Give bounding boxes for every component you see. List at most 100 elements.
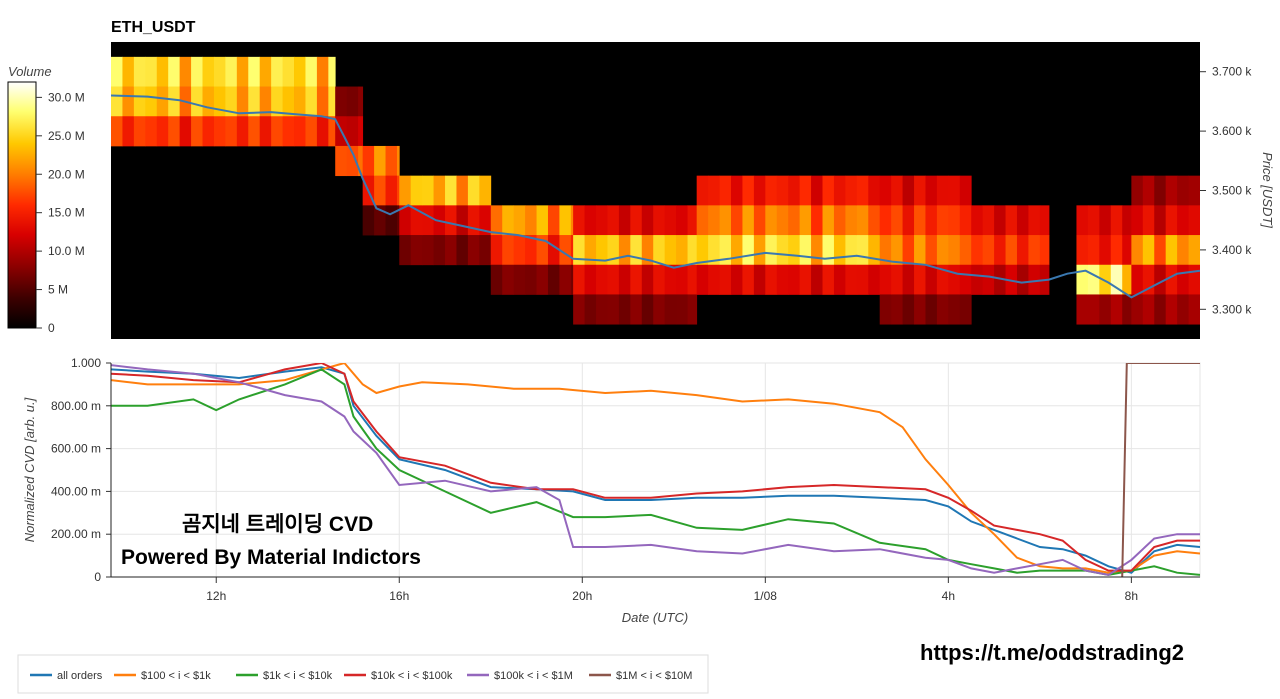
heatmap-cell (845, 235, 858, 266)
heatmap-cell (536, 205, 549, 236)
overlay-subtitle: Powered By Material Indictors (121, 546, 421, 569)
heatmap-cell (1154, 264, 1167, 295)
heatmap-cell (845, 175, 858, 206)
heatmap-cell (1076, 294, 1089, 325)
cvd-y-tick-label: 800.00 m (51, 399, 101, 413)
heatmap-cell (799, 264, 812, 295)
telegram-link[interactable]: https://t.me/oddstrading2 (920, 640, 1184, 665)
heatmap-cell (856, 235, 869, 266)
cvd-x-tick-label: 8h (1125, 589, 1138, 603)
cvd-y-tick-label: 200.00 m (51, 527, 101, 541)
heatmap-cell (811, 175, 823, 206)
heatmap-cell (879, 175, 892, 206)
heatmap-cell (559, 235, 572, 266)
heatmap-cell (994, 205, 1006, 236)
heatmap-cell (925, 205, 938, 236)
heatmap-cell (868, 175, 881, 206)
heatmap-cell (708, 205, 720, 236)
heatmap-title: ETH_USDT (111, 19, 196, 36)
heatmap-cell (1110, 205, 1123, 236)
heatmap-cell (753, 264, 766, 295)
heatmap-cell (948, 294, 961, 325)
heatmap-cell (856, 205, 869, 236)
heatmap-cell (111, 56, 123, 87)
heatmap-cell (811, 205, 823, 236)
heatmap-cell (1016, 264, 1029, 295)
heatmap-cell (994, 235, 1006, 266)
heatmap-y-axis-label: Price [USDT] (1260, 152, 1275, 228)
heatmap-cell (936, 294, 949, 325)
heatmap-cell (845, 264, 858, 295)
heatmap-cell (316, 86, 329, 117)
heatmap-cell (879, 235, 892, 266)
heatmap-cell (596, 294, 608, 325)
heatmap-cell (607, 205, 620, 236)
heatmap-cell (1188, 294, 1200, 325)
heatmap-cell (282, 86, 295, 117)
heatmap-cell (708, 175, 720, 206)
legend-item-label[interactable]: all orders (57, 670, 103, 682)
heatmap-cell (891, 175, 903, 206)
cvd-plot-area (110, 362, 1201, 578)
heatmap-cell (502, 264, 515, 295)
heatmap-cell (202, 86, 215, 117)
heatmap-cell (422, 205, 434, 236)
heatmap-cell (914, 205, 926, 236)
heatmap-cell (1165, 294, 1178, 325)
heatmap-cell (547, 264, 560, 295)
heatmap-cell (445, 175, 457, 206)
heatmap-cell (687, 235, 698, 266)
heatmap-cell (719, 264, 732, 295)
heatmap-cell (133, 116, 146, 147)
heatmap-cell (213, 86, 226, 117)
heatmap-cell (536, 264, 549, 295)
legend-item-label[interactable]: $1M < i < $10M (616, 670, 692, 682)
heatmap-cell (536, 235, 549, 266)
legend-item-label[interactable]: $10k < i < $100k (371, 670, 453, 682)
heatmap-cell (776, 205, 789, 236)
heatmap-cell (891, 294, 903, 325)
heatmap-y-tick-label: 3.400 k (1212, 243, 1252, 257)
heatmap-cell (687, 205, 698, 236)
heatmap-cell (1177, 264, 1189, 295)
heatmap-cell (1039, 235, 1050, 266)
heatmap-cell (547, 235, 560, 266)
heatmap-cell (664, 205, 677, 236)
heatmap-cell (982, 205, 995, 236)
heatmap-cell (328, 56, 336, 87)
heatmap-cell (236, 116, 249, 147)
heatmap-cell (236, 86, 249, 117)
cvd-series-line (111, 363, 1200, 574)
heatmap-cell (856, 264, 869, 295)
heatmap-cell (1142, 205, 1155, 236)
heatmap-cell (1177, 205, 1189, 236)
legend-item-label[interactable]: $1k < i < $10k (263, 670, 333, 682)
legend-item-label[interactable]: $100k < i < $1M (494, 670, 573, 682)
heatmap-cell (573, 294, 585, 325)
heatmap-cell (202, 116, 215, 147)
heatmap-cell (914, 175, 926, 206)
heatmap-cell (346, 116, 359, 147)
heatmap-cell (902, 235, 915, 266)
heatmap-cell (1154, 205, 1167, 236)
heatmap-cell (374, 175, 386, 206)
heatmap-cell (630, 294, 643, 325)
heatmap-cell (822, 205, 835, 236)
heatmap-cell (607, 264, 620, 295)
heatmap-cell (696, 175, 709, 206)
heatmap-cell (1087, 205, 1100, 236)
heatmap-cell (1131, 175, 1144, 206)
heatmap-cell (358, 86, 364, 117)
heatmap-cell (191, 116, 203, 147)
heatmap-cell (925, 235, 938, 266)
legend-item-label[interactable]: $100 < i < $1k (141, 670, 211, 682)
heatmap-cell (868, 235, 881, 266)
heatmap-cell (213, 116, 226, 147)
cvd-series-line (111, 368, 1200, 576)
heatmap-cell (1087, 294, 1100, 325)
heatmap-cell (1165, 235, 1178, 266)
colorbar-tick-label: 30.0 M (48, 90, 85, 104)
heatmap-cell (868, 205, 881, 236)
heatmap-cell (225, 116, 238, 147)
